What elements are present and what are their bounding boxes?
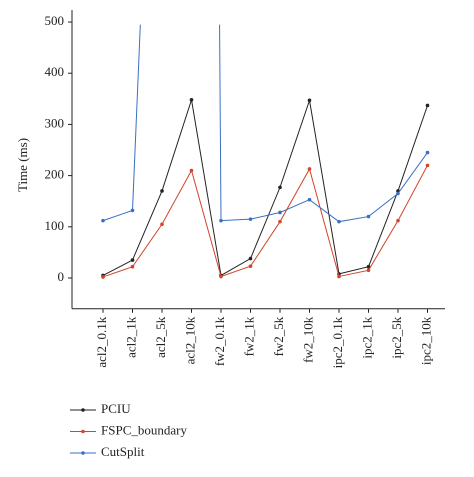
x-tick-label: ipc2_5k: [389, 316, 404, 358]
y-tick-label: 400: [45, 64, 65, 79]
point: [337, 274, 341, 279]
point: [248, 217, 253, 221]
x-tick-label: acl2_10k: [182, 316, 197, 364]
point: [366, 214, 371, 219]
x-tick-label: fw2_5k: [271, 316, 286, 356]
y-tick-label: 300: [45, 115, 65, 130]
point: [425, 103, 430, 108]
legend-label: CutSplit: [101, 444, 145, 459]
series-line: [102, 165, 428, 278]
x-tick-label: acl2_0.1k: [94, 316, 109, 367]
point: [219, 218, 223, 223]
x-tick-label: ipc2_0.1k: [330, 316, 345, 368]
point: [160, 222, 164, 227]
point: [396, 218, 400, 223]
point: [337, 219, 341, 224]
plot-area: [101, 24, 430, 279]
point: [366, 264, 371, 269]
point: [219, 274, 223, 279]
legend-label: FSPC_boundary: [101, 422, 187, 437]
x-tick-label: ipc2_10k: [418, 316, 433, 365]
x-tick-label: fw2_1k: [241, 316, 256, 356]
series-line: [102, 24, 428, 223]
x-tick-label: fw2_10k: [300, 316, 315, 363]
point: [130, 258, 135, 262]
legend-marker: [81, 408, 85, 412]
point: [101, 218, 105, 223]
x-tick-label: acl2_1k: [123, 316, 138, 358]
point: [307, 167, 312, 171]
point: [160, 189, 164, 193]
legend-marker: [81, 429, 85, 434]
y-axis-title: Time (ms): [15, 138, 30, 192]
point: [130, 264, 135, 269]
point: [278, 185, 282, 190]
y-tick-label: 0: [58, 269, 65, 284]
point: [366, 268, 371, 273]
point: [101, 275, 105, 279]
point: [248, 256, 253, 261]
x-tick-label: ipc2_1k: [359, 316, 374, 358]
point: [425, 163, 430, 168]
point: [189, 168, 194, 173]
point: [278, 219, 282, 224]
legend-label: PCIU: [101, 401, 131, 416]
point: [396, 191, 400, 196]
x-tick-label: acl2_5k: [153, 316, 168, 358]
point: [425, 150, 430, 155]
point: [307, 197, 312, 202]
x-tick-label: fw2_0.1k: [212, 316, 227, 366]
y-tick-label: 200: [45, 167, 65, 182]
point: [307, 98, 312, 103]
point: [278, 210, 282, 215]
y-tick-label: 100: [45, 218, 65, 233]
point: [130, 208, 135, 213]
point: [248, 264, 253, 269]
point: [189, 98, 194, 102]
y-tick-label: 500: [45, 13, 65, 28]
series-line: [102, 99, 428, 277]
legend-marker: [81, 451, 85, 455]
